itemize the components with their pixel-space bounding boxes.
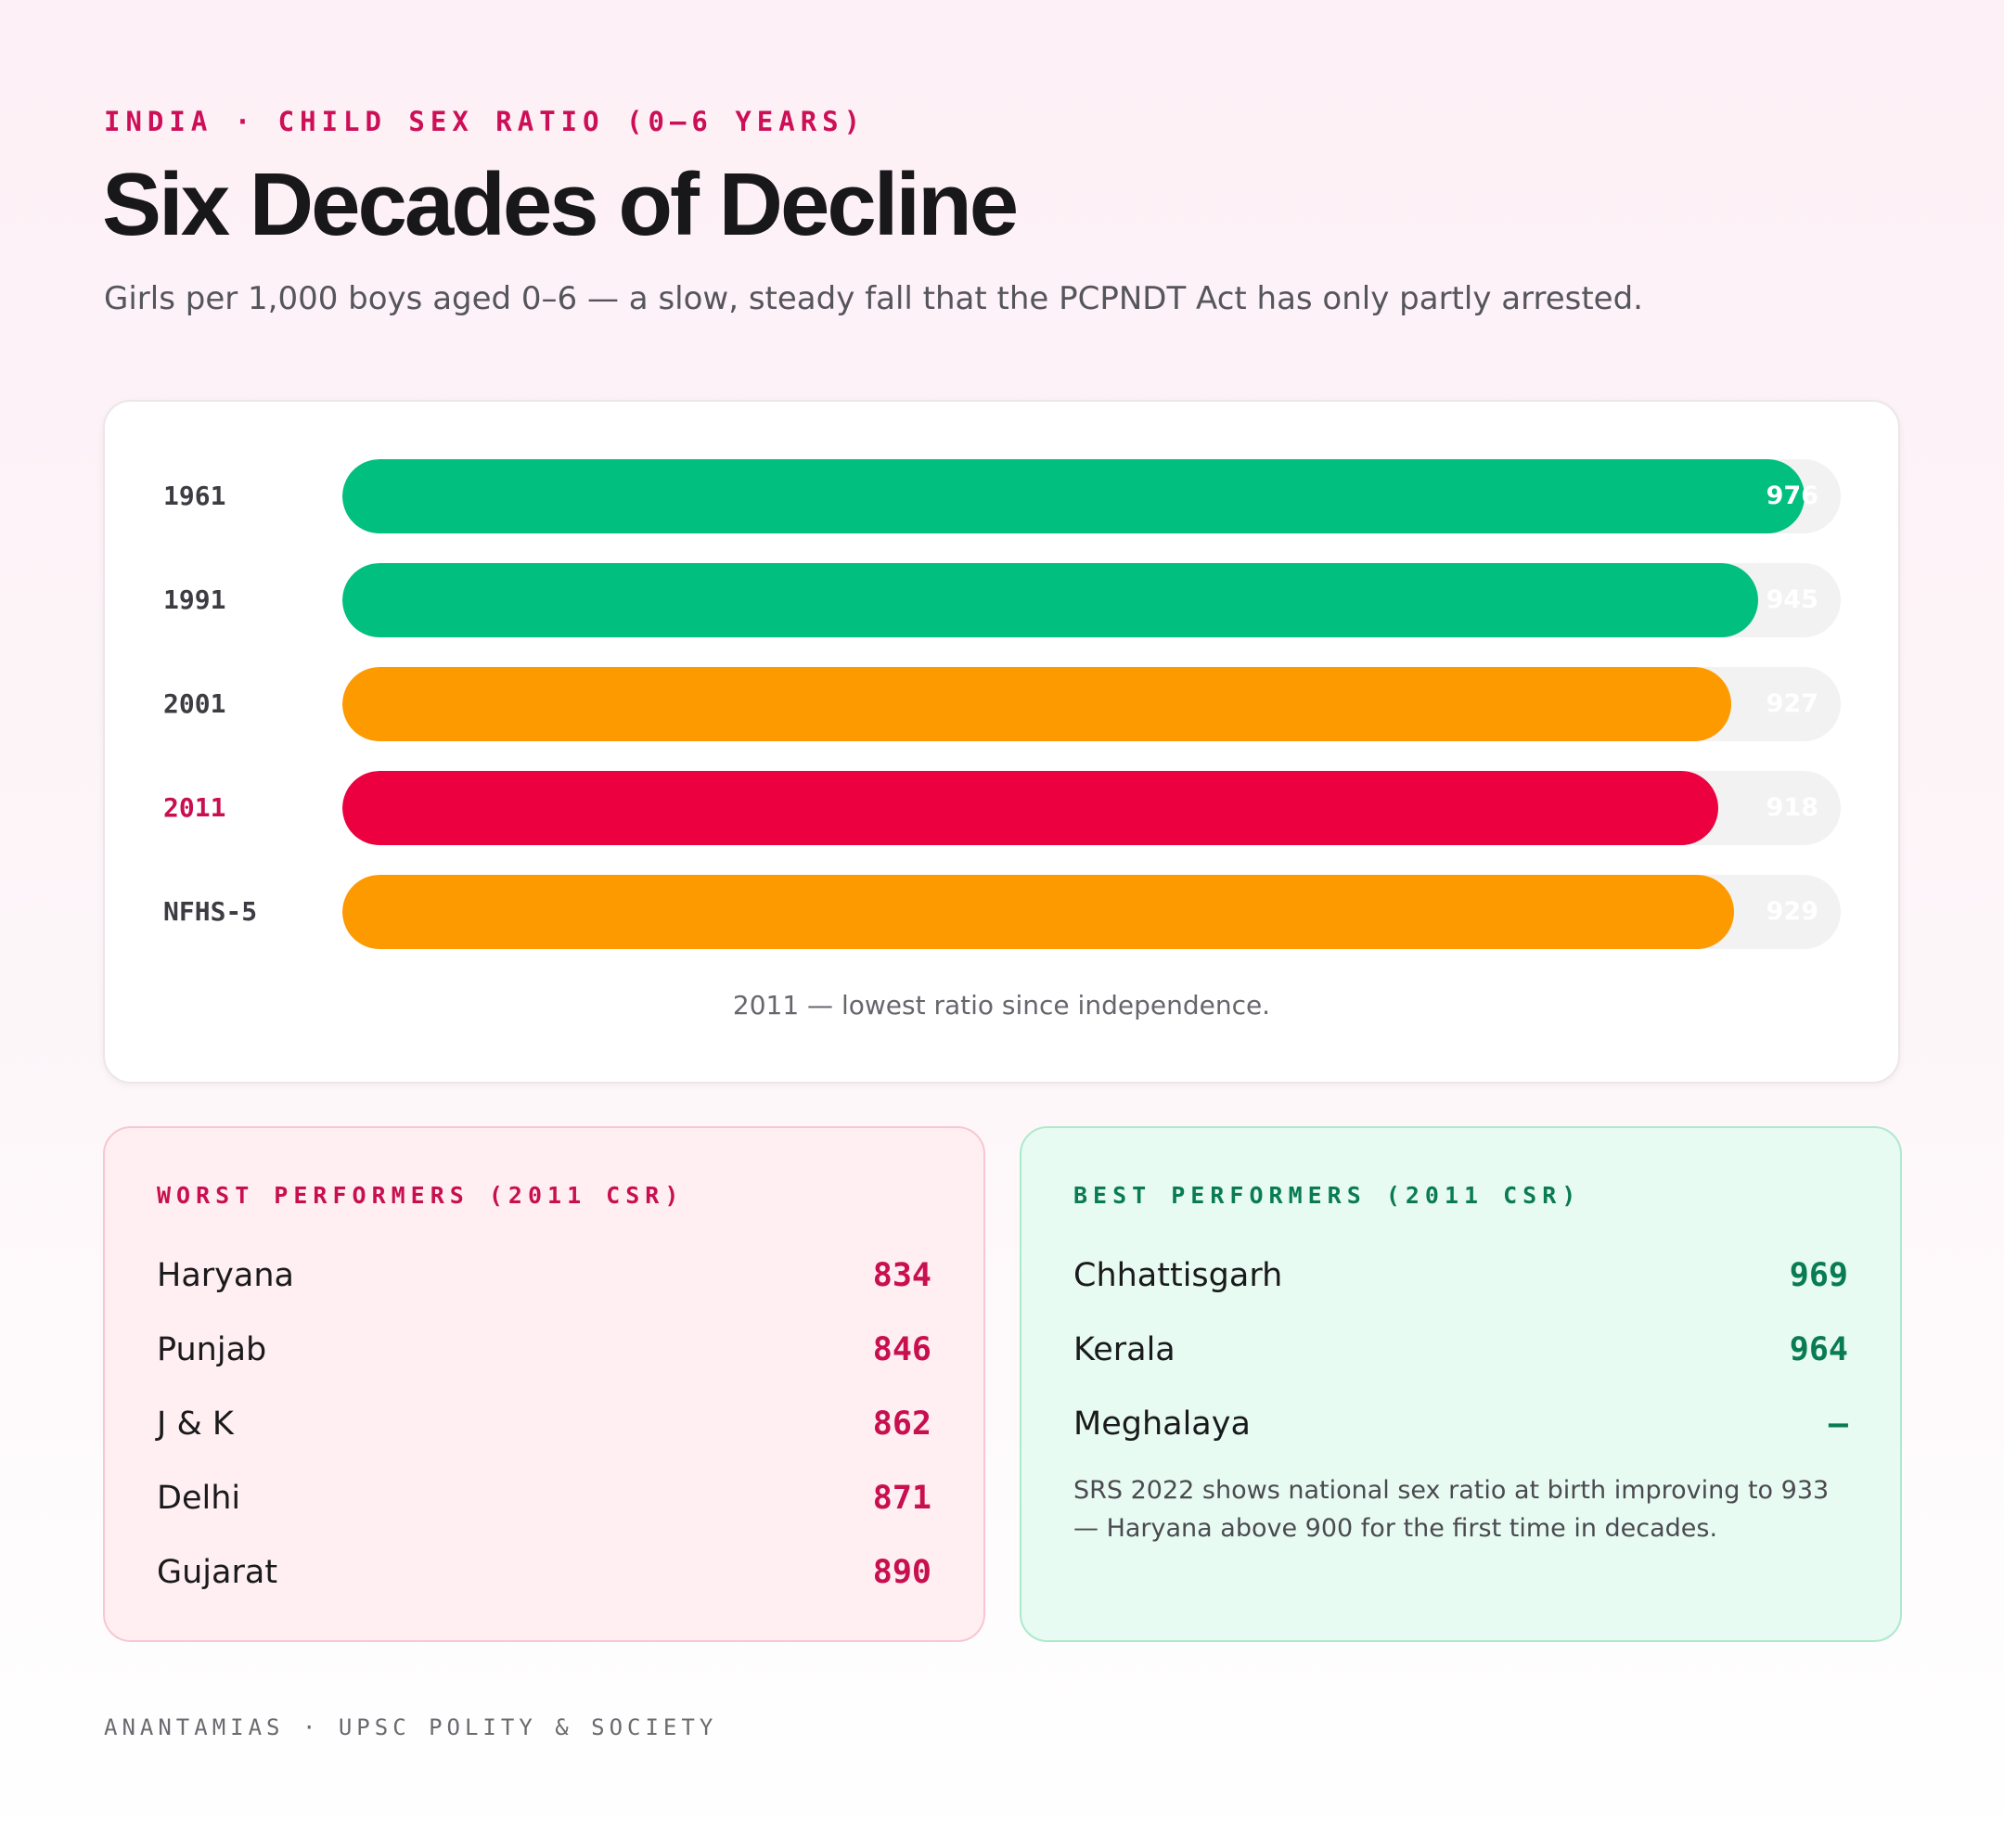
list-item: Kerala 964: [1073, 1322, 1848, 1378]
list-item: Gujarat 890: [157, 1545, 931, 1600]
best-performers-heading: BEST PERFORMERS (2011 CSR): [1073, 1182, 1582, 1209]
page-title: Six Decades of Decline: [102, 155, 1019, 254]
bar: [342, 875, 1735, 949]
state-value: 862: [872, 1405, 931, 1443]
bar-value-label: 976: [1766, 481, 1818, 510]
worst-performers-panel: WORST PERFORMERS (2011 CSR) Haryana 834 …: [103, 1126, 985, 1642]
bar-category-label: 2011: [163, 792, 226, 823]
list-item: Chhattisgarh 969: [1073, 1248, 1848, 1303]
eyebrow-label: INDIA · CHILD SEX RATIO (0–6 YEARS): [104, 106, 867, 137]
state-name: Punjab: [157, 1331, 267, 1368]
state-value: 890: [872, 1554, 931, 1591]
state-name: Delhi: [157, 1480, 241, 1517]
bar: [342, 667, 1732, 741]
bar-category-label: 2001: [163, 688, 226, 719]
state-value: 846: [872, 1331, 931, 1368]
bar-category-label: NFHS-5: [163, 896, 258, 927]
bar-value-label: 929: [1766, 897, 1818, 926]
bar-track: 976: [342, 459, 1841, 533]
list-item: Delhi 871: [157, 1470, 931, 1526]
best-performers-panel: BEST PERFORMERS (2011 CSR) Chhattisgarh …: [1020, 1126, 1902, 1642]
worst-performers-heading: WORST PERFORMERS (2011 CSR): [157, 1182, 685, 1209]
page-subtitle: Girls per 1,000 boys aged 0–6 — a slow, …: [104, 280, 1643, 317]
bar: [342, 459, 1805, 533]
state-value: 871: [872, 1480, 931, 1517]
chart-card: 1961 976 1991 945 2001 927 2011 918 NFHS-5 929 20…: [103, 400, 1900, 1084]
bar-value-label: 918: [1766, 793, 1818, 822]
list-item: Haryana 834: [157, 1248, 931, 1303]
bar-track: 945: [342, 563, 1841, 637]
bar-row: 1991 945: [105, 563, 1898, 637]
state-value: 969: [1789, 1257, 1848, 1294]
bar-row: NFHS-5 929: [105, 875, 1898, 949]
chart-note: 2011 — lowest ratio since independence.: [732, 990, 1271, 1020]
state-value: 834: [872, 1257, 931, 1294]
state-name: Kerala: [1073, 1331, 1175, 1368]
bar-track: 927: [342, 667, 1841, 741]
state-value: –: [1828, 1405, 1848, 1443]
state-name: Haryana: [157, 1257, 294, 1294]
bar-row: 1961 976: [105, 459, 1898, 533]
srs-note: SRS 2022 shows national sex ratio at bir…: [1073, 1476, 1830, 1543]
list-item: Meghalaya –: [1073, 1396, 1848, 1452]
bar: [342, 563, 1759, 637]
state-name: Chhattisgarh: [1073, 1257, 1283, 1294]
state-name: J & K: [157, 1405, 234, 1443]
bar-row: 2001 927: [105, 667, 1898, 741]
bar-category-label: 1961: [163, 481, 226, 511]
bar-track: 918: [342, 771, 1841, 845]
footer-credit: ANANTAMIAS · UPSC POLITY & SOCIETY: [104, 1714, 718, 1740]
bar-row: 2011 918: [105, 771, 1898, 845]
bar-category-label: 1991: [163, 584, 226, 615]
bar: [342, 771, 1718, 845]
state-value: 964: [1789, 1331, 1848, 1368]
list-item: J & K 862: [157, 1396, 931, 1452]
bar-value-label: 945: [1766, 585, 1818, 614]
bar-value-label: 927: [1766, 689, 1818, 718]
state-name: Gujarat: [157, 1554, 278, 1591]
bar-track: 929: [342, 875, 1841, 949]
list-item: Punjab 846: [157, 1322, 931, 1378]
state-name: Meghalaya: [1073, 1405, 1251, 1443]
